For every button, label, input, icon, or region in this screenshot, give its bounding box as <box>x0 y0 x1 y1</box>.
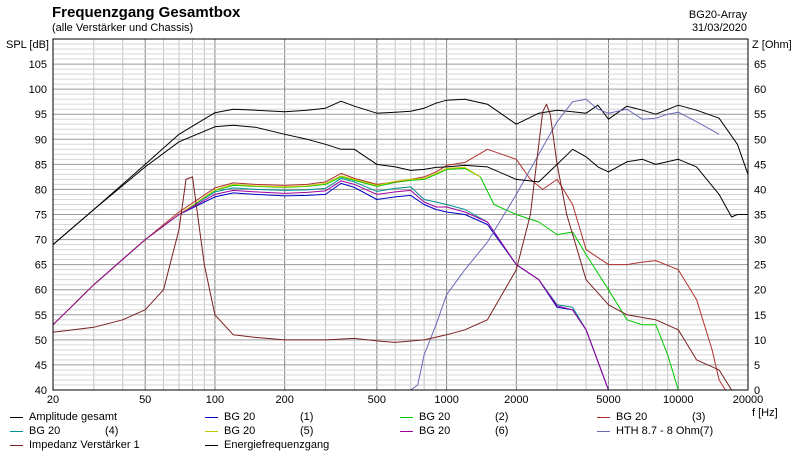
legend-swatch <box>597 430 610 432</box>
legend-item: BG 20 (5) <box>205 425 313 437</box>
y-right-axis-label: Z [Ohm] <box>752 39 792 51</box>
legend-label: Impedanz Verstärker 1 <box>29 439 140 451</box>
y-left-tick-label: 90 <box>35 134 47 146</box>
legend-item: BG 20 (1) <box>205 411 313 423</box>
chart-date: 31/03/2020 <box>691 22 747 34</box>
x-tick-label: 1000 <box>434 394 458 406</box>
legend-item: BG 20 (2) <box>400 411 508 423</box>
x-tick-label: 2000 <box>504 394 528 406</box>
y-right-tick-label: 10 <box>754 335 766 347</box>
legend-swatch <box>400 416 413 418</box>
legend-swatch <box>10 416 23 418</box>
grid <box>52 38 749 391</box>
x-tick-label: 100 <box>206 394 224 406</box>
y-left-tick-label: 65 <box>35 260 47 272</box>
x-tick-label: 5000 <box>596 394 620 406</box>
y-right-tick-label: 25 <box>754 260 766 272</box>
y-left-tick-label: 60 <box>35 285 47 297</box>
y-left-tick-label: 85 <box>35 159 47 171</box>
legend-label: BG 20 <box>224 411 256 423</box>
x-tick-label: 50 <box>139 394 151 406</box>
legend-item: Energiefrequenzgang <box>205 439 329 451</box>
legend-swatch <box>10 444 23 446</box>
y-left-tick-label: 70 <box>35 235 47 247</box>
y-left-tick-label: 55 <box>35 310 47 322</box>
y-right-tick-label: 35 <box>754 210 766 222</box>
project-name: BG20-Array <box>688 9 747 21</box>
series-line <box>52 98 749 245</box>
series-line <box>410 98 720 391</box>
y-left-tick-label: 80 <box>35 184 47 196</box>
y-right-tick-label: 45 <box>754 159 766 171</box>
legend-swatch <box>205 444 218 446</box>
y-right-tick-label: 50 <box>754 134 766 146</box>
legend-item: Amplitude gesamt <box>10 411 117 423</box>
y-left-tick-label: 75 <box>35 210 47 222</box>
series-line <box>52 166 481 326</box>
legend-swatch <box>10 430 23 432</box>
legend-suffix: (2) <box>495 411 509 423</box>
legend-swatch <box>205 430 218 432</box>
legend-item: BG 20 (6) <box>400 425 508 437</box>
series-line <box>52 180 627 391</box>
x-tick-label: 20000 <box>733 394 764 406</box>
plot-frame <box>52 38 749 391</box>
legend-suffix: (7) <box>699 425 714 437</box>
x-axis-label: f [Hz] <box>752 407 778 419</box>
legend-item: BG 20 (4) <box>10 425 118 437</box>
y-right-tick-label: 20 <box>754 285 766 297</box>
y-right-tick-label: 30 <box>754 235 766 247</box>
y-right-tick-label: 60 <box>754 84 766 96</box>
series-line <box>52 124 748 245</box>
y-left-tick-label: 95 <box>35 109 47 121</box>
legend-swatch <box>597 416 610 418</box>
y-left-axis-label: SPL [dB] <box>6 39 49 51</box>
x-tick-label: 20 <box>47 394 59 406</box>
legend-item: BG 20 (3) <box>597 411 705 423</box>
y-left-tick-label: 50 <box>35 335 47 347</box>
chart-title: Frequenzgang Gesamtbox <box>52 4 241 21</box>
legend-label: Energiefrequenzgang <box>224 439 330 451</box>
legend-label: BG 20 <box>616 411 648 423</box>
y-right-tick-label: 5 <box>754 360 760 372</box>
legend-label: Amplitude gesamt <box>29 411 118 423</box>
x-tick-label: 200 <box>275 394 293 406</box>
series-line <box>52 103 748 391</box>
y-right-tick-label: 65 <box>754 59 766 71</box>
y-right-tick-label: 15 <box>754 310 766 322</box>
y-left-tick-label: 105 <box>29 59 47 71</box>
legend-swatch <box>400 430 413 432</box>
legend-item: HTH 8.7 - 8 Ohm(7) <box>597 425 713 437</box>
legend-suffix: (5) <box>300 425 314 437</box>
legend-label: BG 20 <box>419 425 451 437</box>
y-left-tick-label: 45 <box>35 360 47 372</box>
series-lines <box>52 98 749 391</box>
y-right-tick-label: 40 <box>754 184 766 196</box>
x-tick-label: 500 <box>368 394 386 406</box>
x-tick-label: 10000 <box>663 394 694 406</box>
legend-suffix: (3) <box>692 411 706 423</box>
legend-label: BG 20 <box>29 425 61 437</box>
chart-subtitle: (alle Verstärker und Chassis) <box>52 22 194 34</box>
series-line <box>52 148 726 391</box>
legend-label: BG 20 <box>224 425 256 437</box>
legend-suffix: (6) <box>495 425 509 437</box>
y-right-tick-label: 55 <box>754 109 766 121</box>
series-line <box>52 167 679 391</box>
axis-labels: 20 50 100 200 500 1000 2000 5000 10000 2000010510… <box>6 39 792 419</box>
legend-item: Impedanz Verstärker 1 <box>10 439 140 451</box>
legend-suffix: (1) <box>300 411 314 423</box>
legend-label: HTH 8.7 - 8 Ohm <box>616 425 700 437</box>
legend-label: BG 20 <box>419 411 451 423</box>
series-line <box>52 182 627 391</box>
legend-suffix: (4) <box>105 425 119 437</box>
legend-swatch <box>205 416 218 418</box>
y-left-tick-label: 100 <box>29 84 47 96</box>
y-right-tick-label: 0 <box>754 385 760 397</box>
y-left-tick-label: 40 <box>35 385 47 397</box>
